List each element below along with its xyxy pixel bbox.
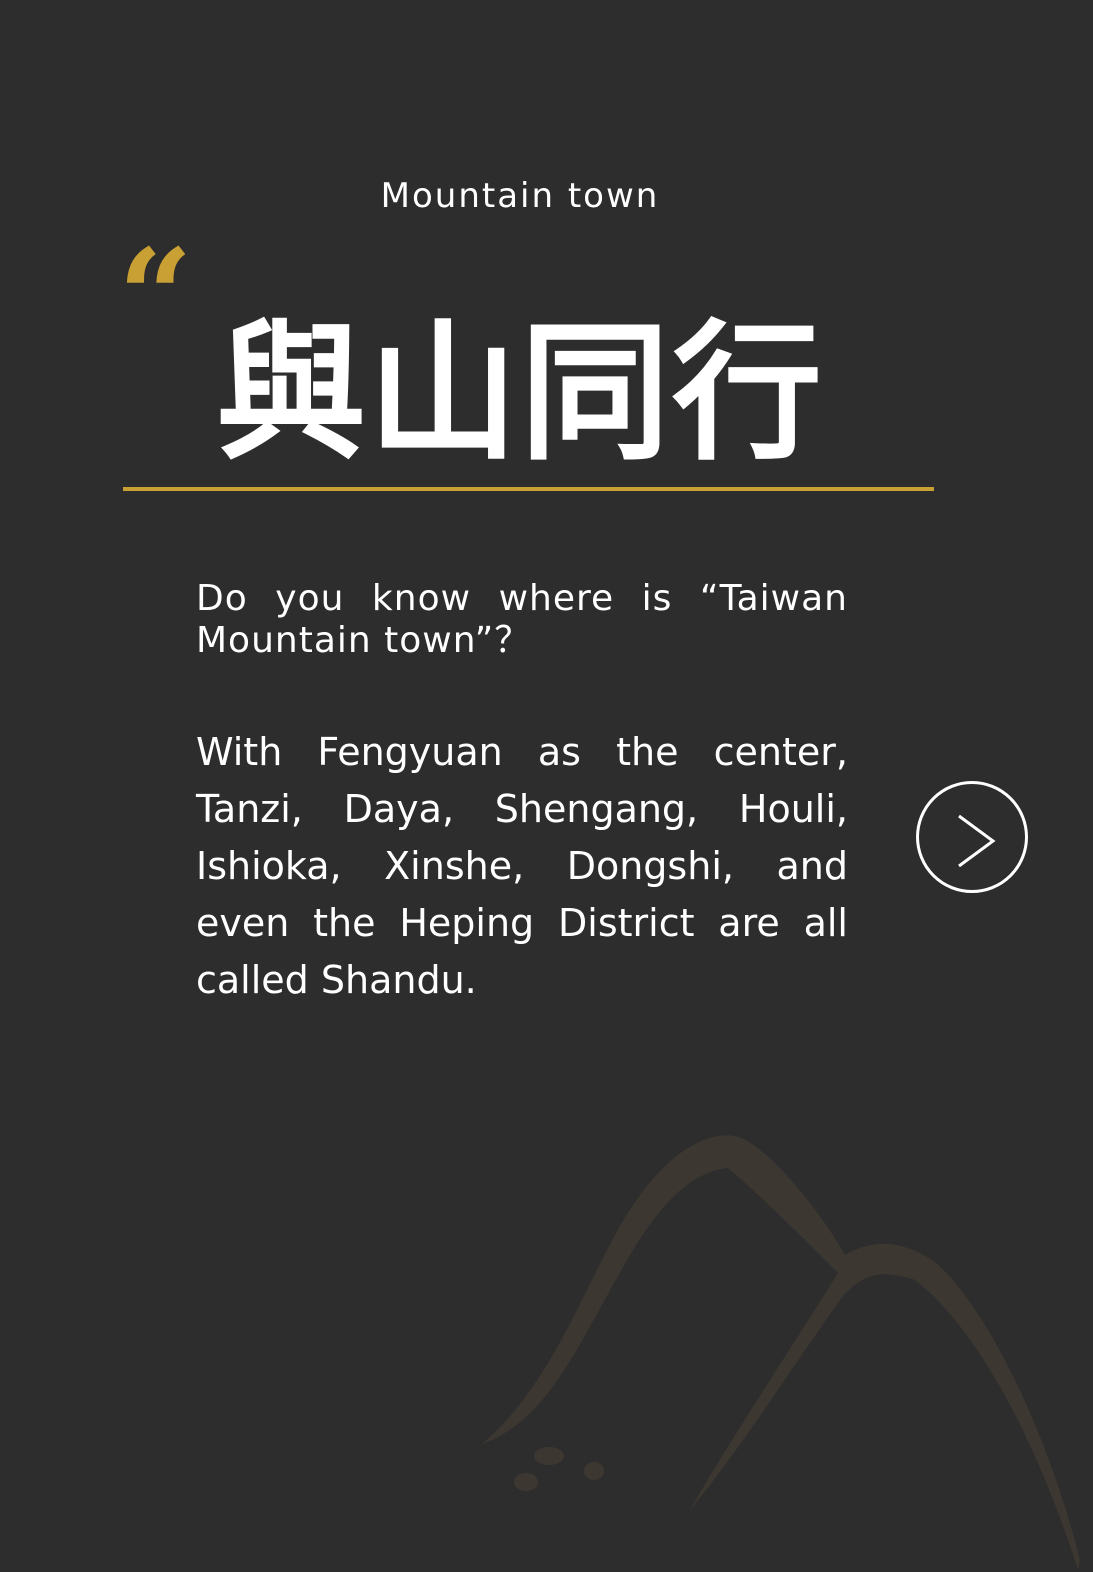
body-paragraph: With Fengyuan as the center, Tanzi, Daya… [196, 730, 848, 1002]
chevron-right-icon [958, 814, 996, 868]
title-divider [123, 487, 934, 491]
intro-question: Do you know where is “Taiwan Mountain to… [196, 578, 848, 661]
next-button[interactable] [916, 781, 1028, 893]
opening-quote-icon: “ [118, 220, 193, 373]
page-title: 與山同行 [215, 307, 824, 481]
section-subtitle: Mountain town [380, 176, 660, 216]
